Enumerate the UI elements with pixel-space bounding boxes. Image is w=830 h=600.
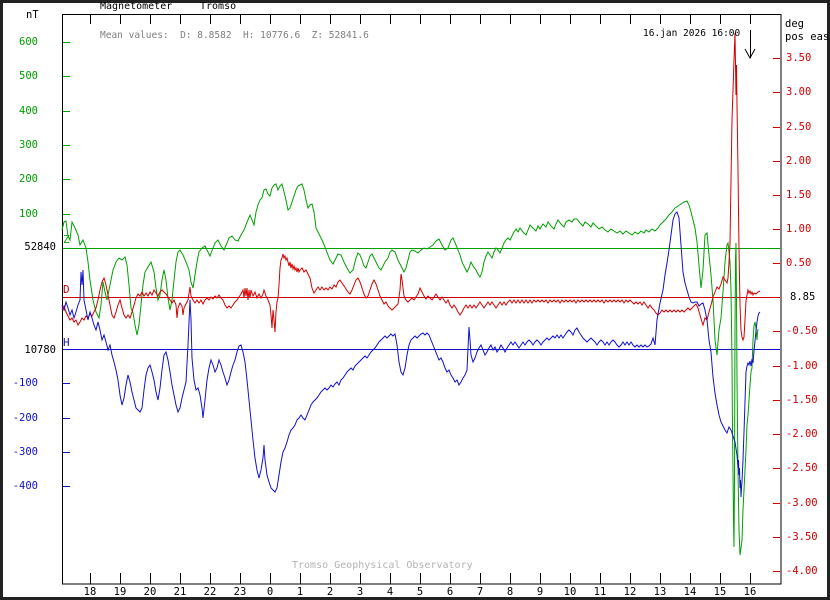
x-axis-hour-label: 13: [653, 586, 667, 598]
x-axis-hour-label: 2: [326, 586, 334, 598]
x-axis-hour-label: 3: [356, 586, 364, 598]
right-axis-label: 3.50: [786, 52, 812, 64]
left-axis-label: -100: [12, 377, 38, 389]
right-axis-label: -0.50: [786, 325, 818, 337]
x-axis-hour-label: 10: [563, 586, 577, 598]
right-axis-label: -2.50: [786, 462, 818, 474]
observatory-credit: Tromso Geophysical Observatory: [292, 560, 473, 571]
left-axis-label: 500: [19, 70, 38, 82]
chart-title-station: Tromso: [200, 1, 237, 12]
d-series-label: D: [63, 283, 70, 296]
left-axis-label: -300: [12, 446, 38, 458]
event-arrow-head: [744, 48, 756, 60]
left-axis-label: -200: [12, 412, 38, 424]
x-axis-hour-label: 9: [536, 586, 544, 598]
plot-frame: [62, 14, 782, 585]
x-axis-hour-label: 19: [113, 586, 127, 598]
right-axis-label: 3.00: [786, 86, 812, 98]
event-time-label: 16.jan 2026 16:00: [643, 28, 741, 39]
right-axis-label: 0.50: [786, 257, 812, 269]
right-axis-label: -1.00: [786, 360, 818, 372]
h-series-label: H: [63, 336, 70, 349]
right-axis-unit-label2: pos east: [785, 31, 830, 43]
left-axis-baseline-value: 52840: [24, 241, 56, 253]
x-axis-hour-label: 22: [203, 586, 217, 598]
right-axis-label: 2.50: [786, 121, 812, 133]
left-axis-label: 100: [19, 208, 38, 220]
right-axis-label: -3.00: [786, 497, 818, 509]
right-axis-label: 2.00: [786, 155, 812, 167]
right-axis-unit-label: deg: [785, 18, 804, 30]
right-axis-label: -4.00: [786, 565, 818, 577]
right-axis-label: -1.50: [786, 394, 818, 406]
left-axis-label: 200: [19, 173, 38, 185]
d-trace: [61, 32, 761, 342]
x-axis-hour-label: 14: [683, 586, 697, 598]
left-axis-baseline-value: 10780: [24, 344, 56, 356]
mean-values-text: Mean values: D: 8.8582 H: 10776.6 Z: 528…: [100, 30, 369, 41]
x-axis-hour-label: 11: [593, 586, 607, 598]
right-axis-label: -3.50: [786, 531, 818, 543]
x-axis-hour-label: 4: [386, 586, 394, 598]
left-axis-label: -400: [12, 480, 38, 492]
right-axis-label: 1.50: [786, 189, 812, 201]
x-axis-hour-label: 18: [83, 586, 97, 598]
left-axis-unit-label: nT: [26, 9, 39, 21]
x-axis-hour-label: 1: [296, 586, 304, 598]
x-axis-hour-label: 5: [416, 586, 424, 598]
x-axis-hour-label: 12: [623, 586, 637, 598]
chart-title-instrument: Magnetometer: [100, 1, 173, 12]
left-axis-label: 400: [19, 105, 38, 117]
left-axis-label: 300: [19, 139, 38, 151]
left-axis-label: 600: [19, 36, 38, 48]
x-axis-hour-label: 20: [143, 586, 157, 598]
x-axis-hour-label: 23: [233, 586, 247, 598]
x-axis-hour-label: 6: [446, 586, 454, 598]
x-axis-hour-label: 16: [743, 586, 757, 598]
x-axis-hour-label: 15: [713, 586, 727, 598]
h-trace: [61, 211, 761, 498]
z-trace: [61, 183, 759, 556]
right-axis-baseline-value: 8.85: [790, 291, 816, 303]
right-axis-label: 1.00: [786, 223, 812, 235]
x-axis-hour-label: 0: [266, 586, 274, 598]
x-axis-hour-label: 7: [476, 586, 484, 598]
right-axis-label: -2.00: [786, 428, 818, 440]
z-series-label: Z: [63, 233, 70, 246]
x-axis-hour-label: 21: [173, 586, 187, 598]
x-axis-hour-label: 8: [506, 586, 514, 598]
